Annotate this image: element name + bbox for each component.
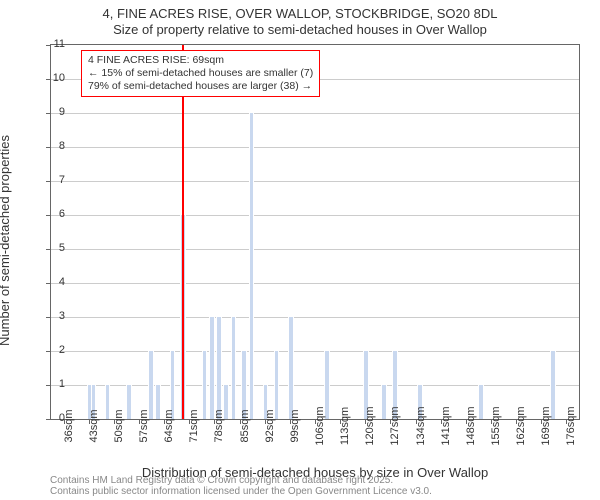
bar (126, 385, 132, 419)
xtick-label: 120sqm (364, 406, 376, 445)
gridline (51, 351, 579, 352)
chart-container: 4, FINE ACRES RISE, OVER WALLOP, STOCKBR… (0, 0, 600, 500)
xtick-label: 92sqm (264, 409, 276, 442)
ytick-label: 10 (45, 72, 65, 84)
marker-line (182, 45, 184, 419)
bar (288, 317, 294, 419)
y-axis-label: Number of semi-detached properties (0, 60, 14, 420)
plot-area: 4 FINE ACRES RISE: 69sqm← 15% of semi-de… (50, 44, 580, 420)
gridline (51, 283, 579, 284)
xtick-label: 169sqm (540, 406, 552, 445)
annotation-line-2: ← 15% of semi-detached houses are smalle… (88, 67, 313, 80)
xtick-label: 113sqm (339, 407, 351, 445)
ytick-label: 7 (45, 174, 65, 186)
annotation-box: 4 FINE ACRES RISE: 69sqm← 15% of semi-de… (81, 50, 320, 97)
xtick-label: 71sqm (188, 409, 200, 442)
ytick-label: 1 (45, 378, 65, 390)
xtick-label: 50sqm (113, 409, 125, 442)
chart-title: 4, FINE ACRES RISE, OVER WALLOP, STOCKBR… (0, 6, 600, 21)
annotation-line-3: 79% of semi-detached houses are larger (… (88, 80, 313, 93)
xtick-label: 106sqm (314, 406, 326, 445)
ytick-label: 2 (45, 344, 65, 356)
bar (155, 385, 161, 419)
xtick-label: 85sqm (239, 409, 251, 442)
ytick-label: 4 (45, 276, 65, 288)
ytick-label: 9 (45, 106, 65, 118)
xtick-label: 127sqm (389, 406, 401, 445)
bar (216, 317, 222, 419)
gridline (51, 181, 579, 182)
ytick-label: 3 (45, 310, 65, 322)
xtick-label: 99sqm (289, 409, 301, 442)
ytick-label: 11 (45, 38, 65, 50)
bar (478, 385, 484, 419)
ytick-label: 0 (45, 412, 65, 424)
xtick-label: 64sqm (163, 409, 175, 442)
xtick-label: 36sqm (63, 409, 75, 442)
bar (209, 317, 215, 419)
bar (105, 385, 111, 419)
gridline (51, 249, 579, 250)
ytick-label: 6 (45, 208, 65, 220)
annotation-line-1: 4 FINE ACRES RISE: 69sqm (88, 54, 313, 67)
chart-subtitle: Size of property relative to semi-detach… (0, 22, 600, 37)
ytick-label: 5 (45, 242, 65, 254)
footnote-line-1: Contains HM Land Registry data © Crown c… (50, 475, 580, 486)
bar (381, 385, 387, 419)
footnote: Contains HM Land Registry data © Crown c… (50, 475, 580, 497)
xtick-label: 148sqm (465, 406, 477, 445)
gridline (51, 113, 579, 114)
xtick-label: 176sqm (565, 406, 577, 445)
xtick-label: 134sqm (415, 406, 427, 445)
gridline (51, 215, 579, 216)
xtick-label: 141sqm (440, 406, 452, 445)
bar (202, 351, 208, 419)
xtick-label: 43sqm (88, 409, 100, 442)
xtick-label: 78sqm (213, 409, 225, 442)
xtick-label: 57sqm (138, 409, 150, 442)
xtick-label: 162sqm (515, 406, 527, 445)
xtick-label: 155sqm (490, 406, 502, 445)
gridline (51, 147, 579, 148)
ytick-label: 8 (45, 140, 65, 152)
footnote-line-2: Contains public sector information licen… (50, 486, 580, 497)
bar (231, 317, 237, 419)
bar (249, 113, 255, 419)
gridline (51, 317, 579, 318)
